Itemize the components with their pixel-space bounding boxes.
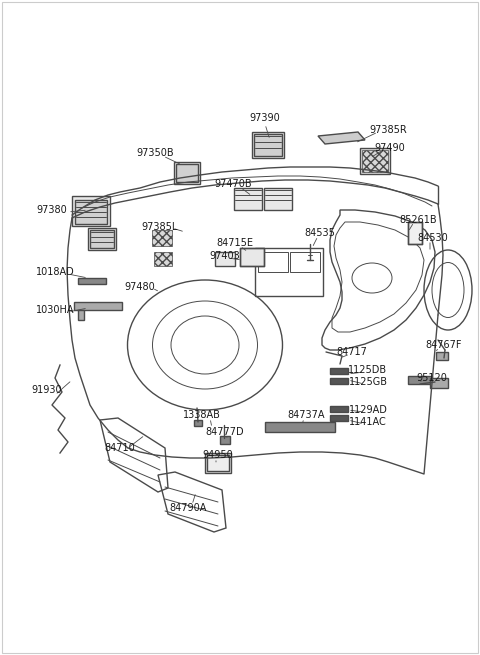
Text: 84710: 84710 bbox=[105, 443, 135, 453]
Bar bbox=[78, 310, 84, 320]
Text: 1338AB: 1338AB bbox=[183, 410, 221, 420]
Bar bbox=[90, 230, 114, 248]
Bar bbox=[362, 150, 388, 172]
Bar bbox=[176, 164, 198, 182]
Text: 97390: 97390 bbox=[250, 113, 280, 123]
Bar bbox=[430, 378, 448, 388]
Bar bbox=[75, 200, 107, 224]
Bar bbox=[360, 148, 390, 174]
Bar bbox=[207, 455, 229, 471]
Bar bbox=[330, 368, 348, 374]
Text: 84717: 84717 bbox=[336, 347, 367, 357]
Text: 97403: 97403 bbox=[210, 251, 240, 261]
Text: 1129AD: 1129AD bbox=[348, 405, 387, 415]
Bar bbox=[154, 252, 172, 266]
Text: 84767F: 84767F bbox=[426, 340, 462, 350]
Text: 97470B: 97470B bbox=[214, 179, 252, 189]
Bar bbox=[88, 228, 116, 250]
Text: 1030HA: 1030HA bbox=[36, 305, 74, 315]
Text: 84737A: 84737A bbox=[287, 410, 325, 420]
Bar bbox=[436, 352, 448, 360]
Bar bbox=[74, 302, 122, 310]
Bar bbox=[408, 376, 432, 384]
Text: 97490: 97490 bbox=[374, 143, 406, 153]
Text: 84530: 84530 bbox=[418, 233, 448, 243]
Text: 1125GB: 1125GB bbox=[348, 377, 387, 387]
Bar bbox=[252, 132, 284, 158]
Text: 97350B: 97350B bbox=[136, 148, 174, 158]
Text: 84715E: 84715E bbox=[216, 238, 253, 248]
Text: 97385L: 97385L bbox=[142, 222, 178, 232]
Bar bbox=[330, 415, 348, 421]
Text: 91930: 91930 bbox=[32, 385, 62, 395]
Bar bbox=[290, 252, 320, 272]
Bar bbox=[72, 196, 110, 226]
Bar bbox=[215, 252, 235, 266]
Text: 97480: 97480 bbox=[125, 282, 156, 292]
Text: 94950: 94950 bbox=[203, 450, 233, 460]
Bar bbox=[78, 278, 106, 284]
Text: 97380: 97380 bbox=[36, 205, 67, 215]
Bar bbox=[408, 222, 422, 244]
Bar bbox=[265, 422, 335, 432]
Bar bbox=[254, 134, 282, 156]
Bar bbox=[330, 406, 348, 412]
Bar bbox=[152, 230, 172, 246]
Bar bbox=[194, 420, 202, 426]
Text: 84535: 84535 bbox=[305, 228, 336, 238]
Bar bbox=[255, 248, 323, 296]
Text: 1018AD: 1018AD bbox=[36, 267, 74, 277]
Bar bbox=[174, 162, 200, 184]
Bar bbox=[234, 188, 262, 210]
Bar bbox=[220, 436, 230, 444]
Bar bbox=[258, 252, 288, 272]
Bar bbox=[240, 248, 264, 266]
Text: 97385R: 97385R bbox=[369, 125, 407, 135]
Text: 84777D: 84777D bbox=[206, 427, 244, 437]
Text: 1141AC: 1141AC bbox=[349, 417, 387, 427]
Bar bbox=[330, 378, 348, 384]
Polygon shape bbox=[318, 132, 365, 144]
Bar bbox=[264, 188, 292, 210]
Bar bbox=[205, 453, 231, 473]
Text: 85261B: 85261B bbox=[399, 215, 437, 225]
Text: 1125DB: 1125DB bbox=[348, 365, 387, 375]
Text: 95120: 95120 bbox=[417, 373, 447, 383]
Text: 84790A: 84790A bbox=[169, 503, 207, 513]
